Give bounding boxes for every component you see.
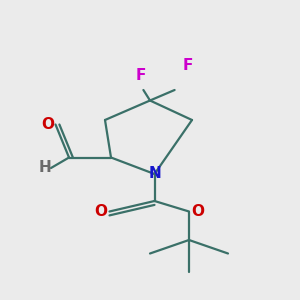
Text: O: O <box>94 204 107 219</box>
Text: F: F <box>136 68 146 82</box>
Text: N: N <box>148 167 161 182</box>
Text: H: H <box>39 160 51 175</box>
Text: F: F <box>182 58 193 74</box>
Text: O: O <box>191 204 204 219</box>
Text: O: O <box>41 117 55 132</box>
